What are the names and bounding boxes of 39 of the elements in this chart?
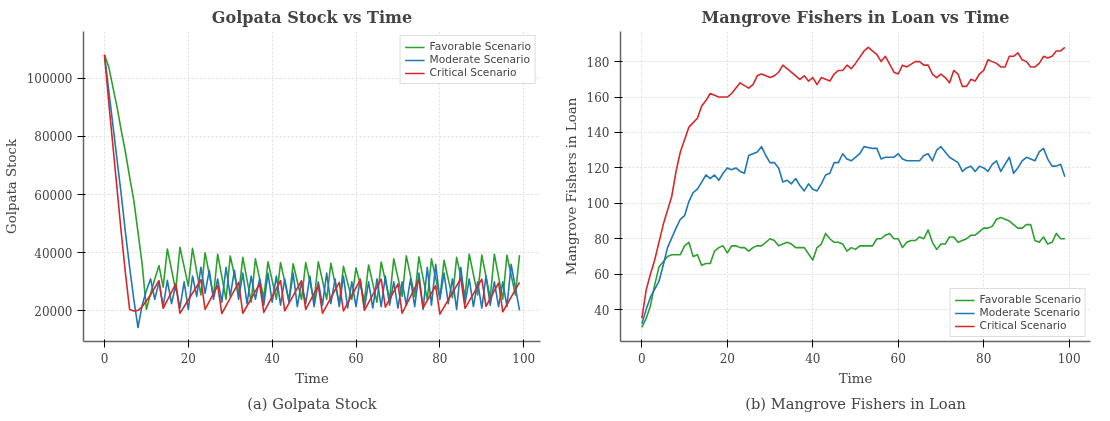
y-tick-label: 60000 — [34, 188, 73, 203]
y-tick-label: 60 — [594, 268, 610, 283]
x-tick-label: 60 — [890, 351, 906, 366]
x-tick-label: 20 — [719, 351, 735, 366]
y-tick-label: 120 — [586, 161, 610, 176]
y-tick-label: 160 — [586, 91, 610, 106]
y-tick-label: 180 — [586, 55, 610, 70]
legend-label: Favorable Scenario — [979, 293, 1081, 306]
y-tick-label: 100000 — [26, 72, 73, 87]
x-tick-label: 100 — [512, 351, 536, 366]
y-tick-label: 80000 — [34, 130, 73, 145]
x-tick-label: 80 — [432, 351, 448, 366]
x-tick-label: 20 — [180, 351, 196, 366]
y-tick-label: 140 — [586, 126, 610, 141]
chart-title: Golpata Stock vs Time — [211, 7, 413, 27]
x-tick-label: 0 — [638, 351, 646, 366]
y-axis-title: Mangrove Fishers in Loan — [563, 97, 579, 276]
x-tick-label: 100 — [1057, 351, 1081, 366]
y-tick-label: 20000 — [34, 304, 73, 319]
legend-label: Critical Scenario — [429, 66, 517, 79]
text: (a) Golpata Stock — [247, 394, 377, 412]
x-axis-title: Time — [838, 370, 873, 386]
x-tick-label: 40 — [805, 351, 821, 366]
legend-label: Critical Scenario — [979, 319, 1067, 332]
y-tick-label: 40000 — [34, 246, 73, 261]
x-tick-label: 40 — [264, 351, 280, 366]
x-axis-title: Time — [295, 370, 329, 386]
x-tick-label: 60 — [348, 351, 364, 366]
y-tick-label: 80 — [594, 232, 610, 247]
y-axis-title: Golpata Stock — [3, 138, 19, 234]
y-tick-label: 40 — [594, 303, 610, 318]
text: (b) Mangrove Fishers in Loan — [745, 394, 967, 412]
legend-label: Favorable Scenario — [429, 40, 531, 53]
chart-title: Mangrove Fishers in Loan vs Time — [701, 7, 1010, 27]
x-tick-label: 80 — [976, 351, 992, 366]
x-tick-label: 0 — [100, 351, 109, 366]
y-tick-label: 100 — [586, 197, 610, 212]
legend-label: Moderate Scenario — [979, 306, 1080, 319]
legend-label: Moderate Scenario — [429, 53, 530, 66]
